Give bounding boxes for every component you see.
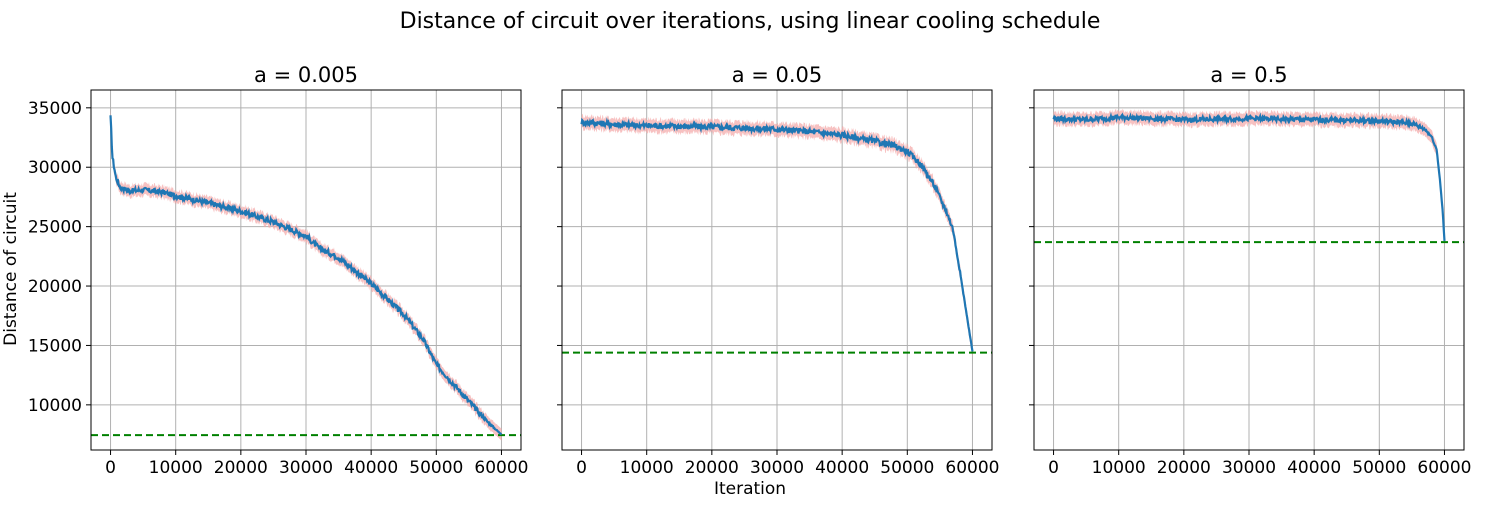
subplot-1: 0 10000 20000 30000 40000 50000 60000 10000 1500… xyxy=(28,63,529,478)
x-tick-label: 40000 xyxy=(1287,458,1341,478)
figure-title: Distance of circuit over iterations, usi… xyxy=(400,9,1101,34)
x-tick-label: 20000 xyxy=(685,458,739,478)
subplots: 0 10000 20000 30000 40000 50000 60000 10000 1500… xyxy=(28,63,1472,478)
x-tick-label: 30000 xyxy=(750,458,804,478)
y-tick-label: 35000 xyxy=(28,99,82,119)
x-tick-label: 60000 xyxy=(945,458,999,478)
x-tick-label: 10000 xyxy=(149,458,203,478)
y-axis-label: Distance of circuit xyxy=(1,192,21,346)
x-tick-label: 10000 xyxy=(1092,458,1146,478)
axes-frame xyxy=(561,89,993,451)
subplot-title: a = 0.05 xyxy=(732,63,823,87)
subplot-title: a = 0.005 xyxy=(254,63,358,87)
x-tick-label: 40000 xyxy=(815,458,869,478)
subplot-title: a = 0.5 xyxy=(1210,63,1287,87)
x-tick-label: 60000 xyxy=(1417,458,1471,478)
y-tick-label: 15000 xyxy=(28,336,82,356)
x-tick-label: 60000 xyxy=(474,458,528,478)
y-tick-label: 10000 xyxy=(28,396,82,416)
x-tick-label: 50000 xyxy=(1352,458,1406,478)
y-tick-label: 20000 xyxy=(28,277,82,297)
axes-frame xyxy=(1033,89,1465,451)
x-tick-label: 0 xyxy=(576,458,587,478)
x-tick-label: 50000 xyxy=(409,458,463,478)
y-tick-label: 30000 xyxy=(28,158,82,178)
axes-frame xyxy=(90,89,522,451)
x-tick-label: 40000 xyxy=(344,458,398,478)
x-tick-label: 30000 xyxy=(1222,458,1276,478)
subplot-2: 0 10000 20000 30000 40000 50000 60000 a = 0.05 xyxy=(557,63,1000,478)
x-tick-label: 10000 xyxy=(620,458,674,478)
x-tick-label: 20000 xyxy=(214,458,268,478)
distance-line xyxy=(580,117,974,352)
x-tick-label: 20000 xyxy=(1157,458,1211,478)
x-tick-label: 0 xyxy=(105,458,116,478)
subplot-3: 0 10000 20000 30000 40000 50000 60000 a = 0.5 xyxy=(1029,63,1472,478)
x-tick-label: 0 xyxy=(1048,458,1059,478)
y-tick-label: 25000 xyxy=(28,218,82,238)
distance-line xyxy=(1052,111,1446,241)
distance-line xyxy=(109,115,503,436)
x-tick-label: 50000 xyxy=(880,458,934,478)
x-tick-label: 30000 xyxy=(279,458,333,478)
x-axis-label: Iteration xyxy=(714,479,786,499)
